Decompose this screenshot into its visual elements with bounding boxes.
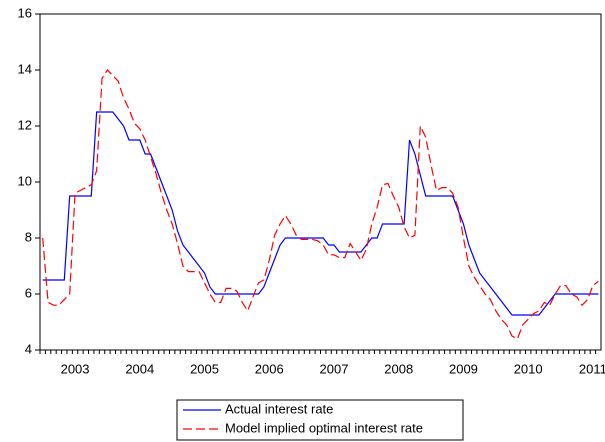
x-tick-label: 2005 — [190, 361, 219, 376]
y-tick-label: 6 — [25, 285, 32, 300]
x-tick-label: 2008 — [384, 361, 413, 376]
y-tick-label: 16 — [18, 5, 32, 20]
y-tick-label: 8 — [25, 229, 32, 244]
x-tick-label: 2006 — [255, 361, 284, 376]
x-tick-label: 2007 — [320, 361, 349, 376]
x-tick-label: 2009 — [449, 361, 478, 376]
y-tick-label: 14 — [18, 61, 32, 76]
y-tick-label: 12 — [18, 117, 32, 132]
x-tick-label: 2010 — [514, 361, 543, 376]
x-tick-label: 2003 — [61, 361, 90, 376]
y-tick-label: 10 — [18, 173, 32, 188]
series-line — [42, 69, 599, 340]
legend-label: Actual interest rate — [225, 401, 333, 416]
legend-box — [176, 399, 464, 441]
x-tick-label: 2011 — [579, 361, 605, 376]
y-tick-label: 4 — [25, 341, 32, 356]
legend-label: Model implied optimal interest rate — [225, 420, 423, 435]
x-tick-label: 2004 — [125, 361, 154, 376]
series-line — [42, 111, 599, 316]
plot-frame — [39, 13, 602, 351]
